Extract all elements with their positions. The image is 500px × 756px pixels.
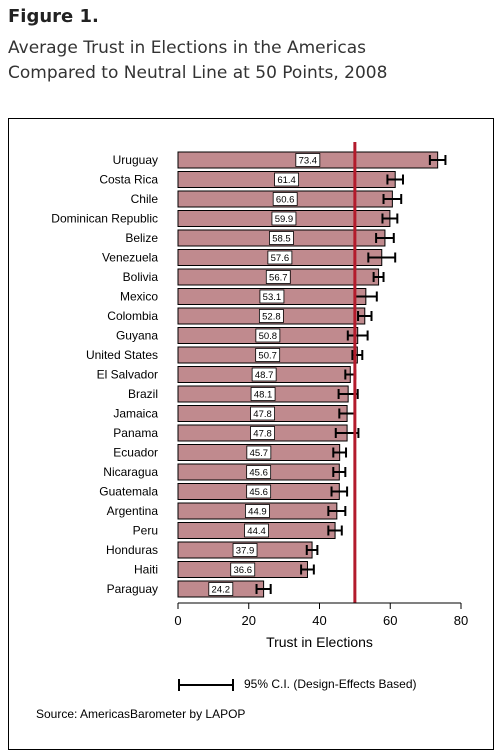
value-label-box-mexico (259, 289, 285, 304)
category-label-guatemala: Guatemala (99, 485, 158, 499)
value-label-box-bolivia (265, 270, 291, 284)
category-label-el-salvador: El Salvador (97, 368, 158, 382)
ci-legend-line (178, 684, 234, 686)
figure-title-line-2: Compared to Neutral Line at 50 Points, 2… (8, 63, 388, 83)
value-label-box-united-states (255, 348, 281, 362)
ci-legend-cap-right (232, 679, 234, 691)
value-label-peru: 44.4 (247, 526, 266, 537)
value-label-box-belize (269, 231, 294, 245)
value-label-guyana: 50.8 (259, 331, 278, 342)
figure-title: Average Trust in Elections in the Americ… (8, 36, 498, 86)
value-label-honduras: 37.9 (236, 546, 255, 557)
x-tick-label-20: 20 (242, 613, 256, 628)
value-label-box-chile (272, 192, 298, 206)
value-label-box-venezuela (267, 250, 293, 265)
value-label-box-costa-rica (274, 172, 300, 187)
category-label-bolivia: Bolivia (123, 270, 159, 284)
category-label-belize: Belize (125, 231, 158, 245)
category-label-argentina: Argentina (107, 504, 159, 518)
value-label-box-honduras (232, 543, 258, 557)
ci-legend-label: 95% C.I. (Design-Effects Based) (244, 677, 417, 691)
value-label-mexico: 53.1 (263, 292, 282, 303)
value-label-venezuela: 57.6 (271, 253, 290, 264)
value-label-brazil: 48.1 (254, 390, 273, 401)
figure-title-line-1: Average Trust in Elections in the Americ… (8, 38, 366, 58)
category-label-honduras: Honduras (106, 543, 158, 557)
source-note: Source: AmericasBarometer by LAPOP (36, 707, 246, 721)
category-label-united-states: United States (86, 348, 158, 362)
category-label-uruguay: Uruguay (113, 153, 158, 167)
value-label-box-brazil (250, 387, 276, 401)
x-tick-label-0: 0 (174, 613, 181, 628)
ci-legend-cap-left (178, 679, 180, 691)
category-label-colombia: Colombia (107, 309, 158, 323)
value-label-box-guyana (255, 328, 281, 343)
value-label-dominican-republic: 59.9 (275, 214, 294, 225)
value-label-uruguay: 73.4 (299, 156, 318, 167)
category-label-haiti: Haiti (134, 563, 158, 577)
category-label-peru: Peru (133, 524, 158, 538)
value-label-argentina: 44.9 (248, 507, 267, 518)
x-tick-label-60: 60 (383, 613, 397, 628)
category-label-panama: Panama (113, 426, 158, 440)
value-label-haiti: 36.6 (233, 565, 252, 576)
value-label-box-haiti (230, 562, 256, 577)
value-label-box-uruguay (295, 153, 321, 167)
value-label-box-guatemala (246, 484, 272, 499)
category-label-chile: Chile (131, 192, 159, 206)
value-label-colombia: 52.8 (262, 312, 281, 323)
category-label-dominican-republic: Dominican Republic (51, 212, 158, 226)
value-label-belize: 58.5 (272, 234, 291, 245)
value-label-box-nicaragua (246, 465, 272, 479)
ci-legend: 95% C.I. (Design-Effects Based) (178, 676, 478, 696)
value-label-ecuador: 45.7 (250, 448, 269, 459)
value-label-box-dominican-republic (271, 211, 297, 226)
value-label-box-jamaica (250, 406, 275, 421)
category-label-guyana: Guyana (116, 329, 158, 343)
value-label-panama: 47.8 (253, 429, 272, 440)
value-label-united-states: 50.7 (258, 351, 277, 362)
value-label-box-peru (244, 523, 269, 538)
value-label-nicaragua: 45.6 (249, 468, 268, 479)
value-label-el-salvador: 48.7 (255, 370, 274, 381)
value-label-bolivia: 56.7 (269, 273, 288, 284)
category-label-brazil: Brazil (128, 387, 158, 401)
value-label-box-argentina (245, 504, 270, 518)
category-label-paraguay: Paraguay (107, 582, 158, 596)
x-axis-title: Trust in Elections (266, 634, 373, 650)
value-label-box-ecuador (246, 445, 272, 460)
category-label-mexico: Mexico (120, 290, 158, 304)
category-label-venezuela: Venezuela (102, 251, 158, 265)
value-label-box-colombia (258, 309, 284, 323)
category-label-nicaragua: Nicaragua (103, 465, 158, 479)
value-label-chile: 60.6 (276, 195, 295, 206)
category-label-jamaica: Jamaica (113, 407, 158, 421)
figure-label: Figure 1. (8, 6, 99, 27)
value-label-costa-rica: 61.4 (277, 175, 296, 186)
category-label-costa-rica: Costa Rica (99, 173, 158, 187)
value-label-box-paraguay (208, 582, 234, 596)
chart-panel (8, 118, 494, 750)
value-label-paraguay: 24.2 (212, 585, 231, 596)
x-tick-label-40: 40 (312, 613, 326, 628)
value-label-guatemala: 45.6 (249, 487, 268, 498)
x-tick-label-80: 80 (454, 613, 468, 628)
value-label-box-panama (250, 426, 275, 440)
value-label-box-el-salvador (251, 367, 277, 382)
value-label-jamaica: 47.8 (253, 409, 272, 420)
category-label-ecuador: Ecuador (113, 446, 158, 460)
